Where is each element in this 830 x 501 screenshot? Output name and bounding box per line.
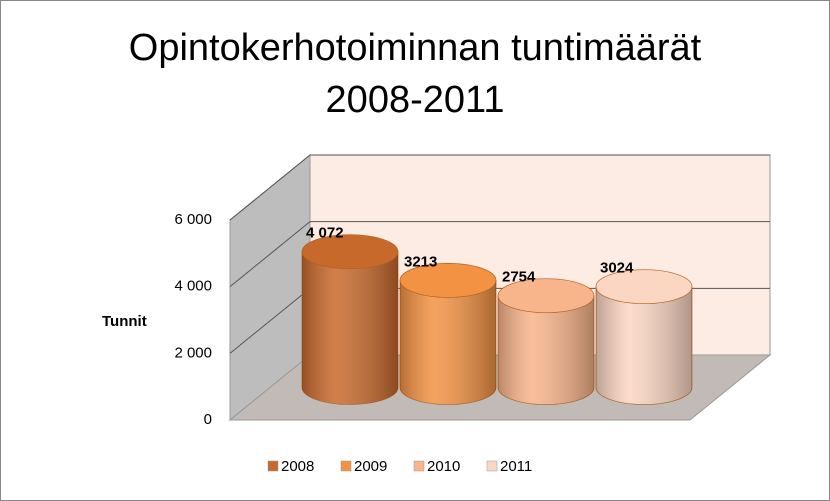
cylinder-top [399,263,497,298]
cylinder-top [497,278,595,314]
y-tick-label: 2 000 [174,344,212,361]
value-label: 4 072 [306,225,344,242]
chart-title: Opintokerhotoiminnan tuntimäärät 2008-20… [128,27,702,121]
cylinder-shade [302,251,398,405]
legend-swatch [267,460,279,472]
grid-line [229,154,770,221]
value-label: 2754 [502,269,536,286]
legend-swatch [413,460,425,472]
value-label: 3213 [404,253,437,270]
cylinder-top [301,234,399,270]
y-tick-label: 4 000 [174,278,212,295]
cylinder-shade [400,280,496,405]
legend-swatch [340,460,352,472]
y-tick-label: 0 [204,411,212,428]
grid-line [229,221,770,288]
legend-swatch [486,460,498,472]
y-tick-label: 6 000 [174,211,212,228]
y-axis-label: Tunnit [102,313,147,330]
cylinder-shade [498,295,594,405]
cylinder-shade [596,286,692,405]
value-label: 3024 [600,260,634,277]
cylinder-top [595,269,693,305]
legend-label: 2010 [427,458,460,475]
legend-label: 2009 [354,458,387,475]
legend-label: 2008 [281,458,314,475]
legend-label: 2011 [500,458,532,475]
